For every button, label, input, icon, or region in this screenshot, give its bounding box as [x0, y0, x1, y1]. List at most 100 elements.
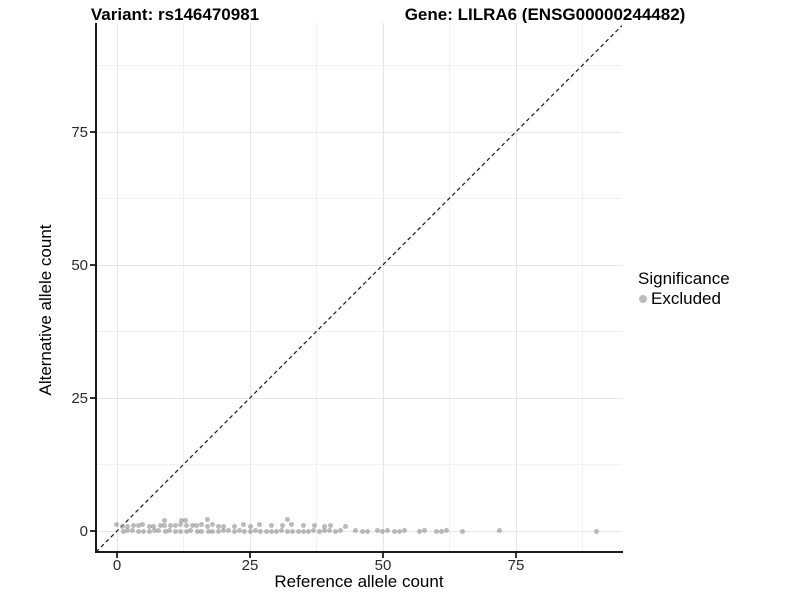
data-point: [359, 528, 365, 534]
x-minor-gridline: [582, 23, 583, 552]
data-point: [124, 523, 130, 529]
data-point: [401, 528, 407, 534]
data-point: [209, 522, 215, 528]
y-tick-mark: [90, 264, 95, 266]
data-point: [391, 528, 397, 534]
x-tick-mark: [249, 553, 251, 558]
data-point: [157, 523, 163, 529]
data-point: [215, 524, 221, 530]
data-point: [194, 522, 200, 528]
y-minor-gridline: [96, 331, 622, 332]
y-major-gridline: [96, 530, 622, 532]
data-point: [188, 527, 194, 533]
x-major-gridline: [116, 23, 118, 552]
identity-dashed-line: [96, 25, 622, 552]
data-point: [317, 529, 322, 535]
data-point: [120, 524, 126, 530]
data-point: [300, 522, 306, 528]
x-tick-label: 25: [241, 557, 259, 574]
y-tick-label: 75: [71, 124, 88, 141]
data-point: [140, 522, 146, 528]
data-point: [135, 522, 141, 528]
data-point: [194, 529, 200, 535]
data-point: [285, 529, 291, 535]
legend-title: Significance: [638, 269, 730, 288]
x-tick-label: 50: [374, 557, 392, 574]
data-point: [264, 528, 270, 534]
legend: Significance Excluded: [638, 269, 798, 308]
x-minor-gridline: [449, 23, 450, 552]
data-point: [173, 529, 179, 535]
plot-panel: [96, 23, 622, 552]
y-tick-label: 50: [71, 257, 88, 274]
data-point: [216, 528, 222, 534]
y-axis-title: Alternative allele count: [36, 224, 55, 396]
data-point: [184, 529, 189, 535]
data-point: [232, 528, 238, 534]
data-point: [179, 517, 185, 523]
y-minor-gridline: [96, 198, 622, 199]
y-major-gridline: [96, 397, 622, 399]
y-minor-gridline: [96, 464, 622, 465]
data-point: [284, 517, 290, 523]
data-point: [247, 524, 253, 530]
data-point: [422, 527, 428, 533]
data-point: [385, 527, 391, 533]
data-point: [220, 528, 226, 534]
data-point: [380, 528, 386, 534]
y-major-gridline: [96, 131, 622, 133]
data-point: [321, 528, 327, 534]
legend-item-excluded: Excluded: [638, 290, 798, 308]
data-point: [205, 524, 211, 530]
data-point: [162, 522, 168, 528]
data-point: [248, 528, 254, 534]
data-point: [375, 528, 381, 534]
data-point: [156, 527, 162, 533]
data-point: [225, 527, 231, 533]
data-point: [173, 522, 179, 528]
y-tick-mark: [90, 397, 95, 399]
data-point: [321, 523, 327, 529]
data-point: [296, 528, 302, 534]
gene-title: Gene: LILRA6 (ENSG00000244482): [404, 5, 686, 24]
data-point: [151, 528, 157, 534]
data-point: [434, 528, 440, 534]
data-point: [241, 528, 247, 534]
data-point: [162, 529, 168, 535]
x-axis-title: Reference allele count: [274, 572, 444, 591]
variant-title: Variant: rs146470981: [90, 5, 260, 24]
y-tick-mark: [90, 530, 95, 532]
data-point: [209, 528, 215, 534]
data-point: [396, 529, 402, 535]
data-point: [252, 528, 258, 534]
y-minor-gridline: [96, 65, 622, 66]
y-tick-label: 25: [71, 390, 88, 407]
x-minor-gridline: [316, 23, 317, 552]
data-point: [289, 522, 295, 528]
data-point: [113, 522, 119, 528]
data-point: [305, 528, 311, 534]
data-point: [301, 529, 307, 535]
data-point: [198, 522, 204, 528]
data-point: [268, 522, 274, 528]
data-point: [189, 523, 195, 529]
y-major-gridline: [96, 264, 622, 266]
data-point: [168, 523, 174, 529]
data-point: [257, 522, 263, 528]
data-point: [289, 528, 295, 534]
x-tick-label: 75: [507, 557, 525, 574]
data-point: [146, 524, 152, 530]
data-point: [241, 522, 247, 528]
x-major-gridline: [382, 23, 384, 552]
data-point: [183, 522, 189, 528]
data-point: [120, 528, 126, 534]
data-point: [496, 527, 502, 533]
data-point: [337, 528, 343, 534]
x-major-gridline: [515, 23, 517, 552]
x-major-gridline: [249, 23, 251, 552]
data-point: [167, 527, 172, 533]
data-point: [328, 523, 333, 529]
data-point: [183, 518, 189, 524]
data-point: [353, 527, 359, 533]
